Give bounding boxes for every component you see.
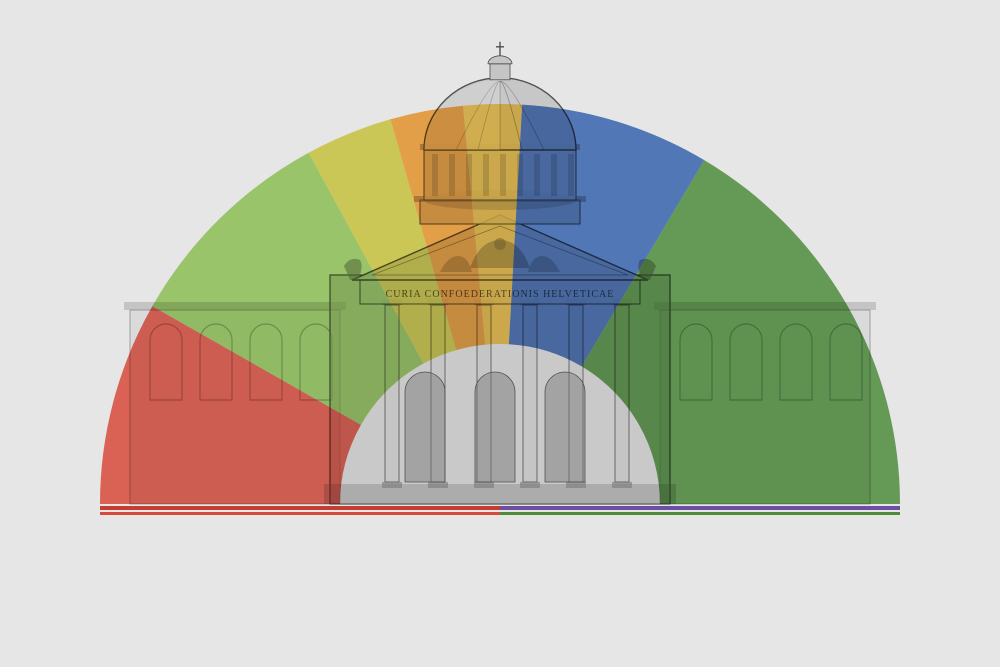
baseline-stripe-right: [500, 512, 900, 515]
baseline-stripe-left: [100, 512, 500, 515]
hemicycle-chart: [0, 0, 1000, 667]
baseline-stripe-right: [500, 506, 900, 510]
baseline-stripe-left: [100, 506, 500, 510]
stage: CURIA CONFOEDERATIONIS HELVETICAE: [0, 0, 1000, 667]
